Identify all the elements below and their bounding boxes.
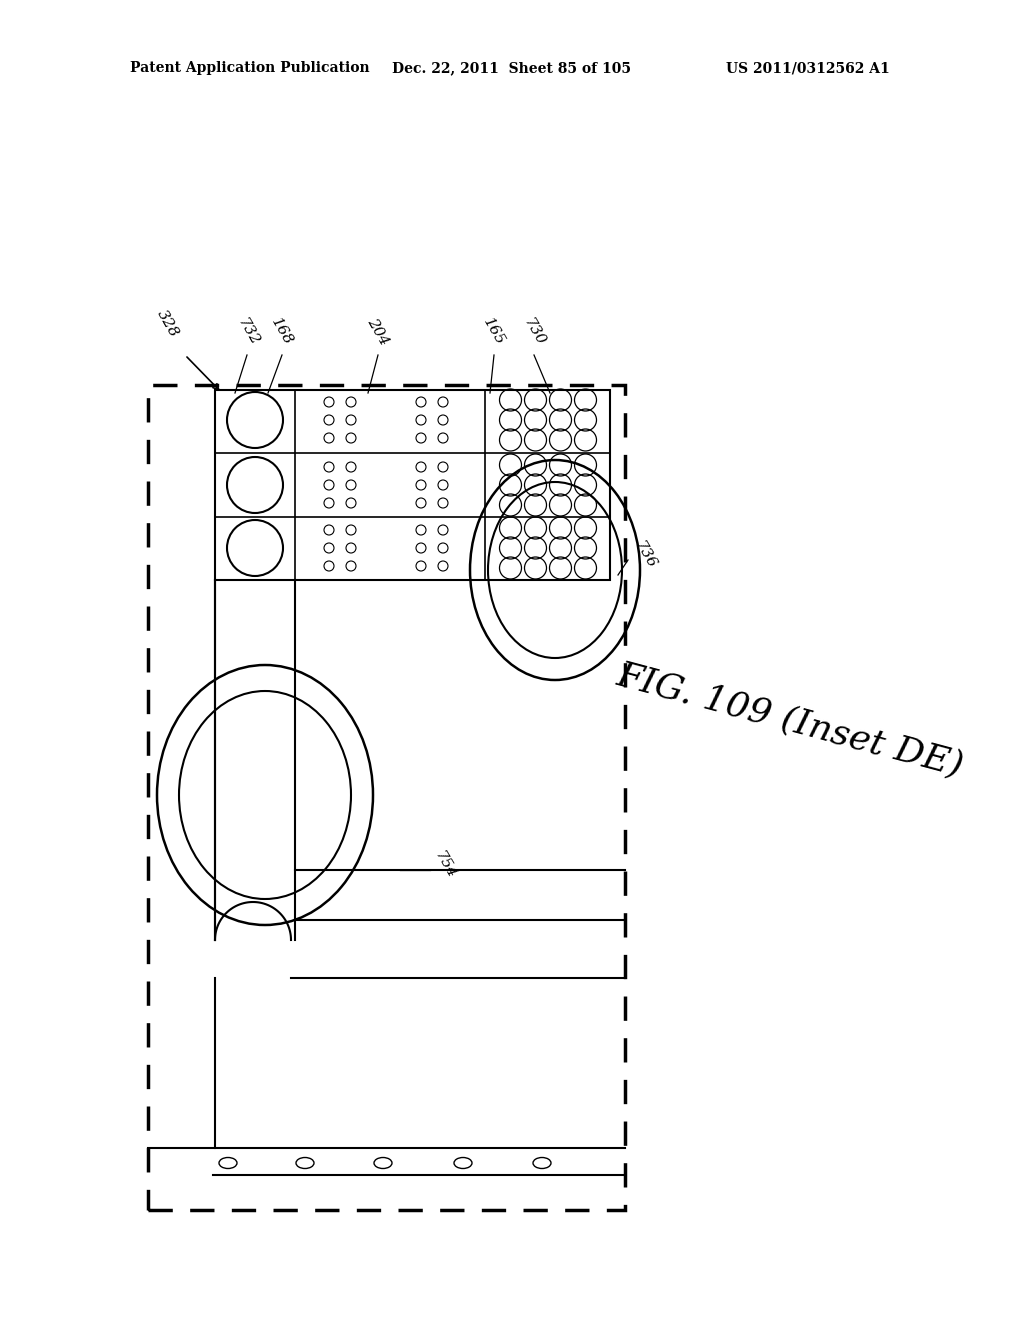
Text: US 2011/0312562 A1: US 2011/0312562 A1 [726,61,890,75]
Text: 168: 168 [268,315,295,348]
Text: 732: 732 [234,315,261,348]
Text: Dec. 22, 2011  Sheet 85 of 105: Dec. 22, 2011 Sheet 85 of 105 [392,61,632,75]
Text: Patent Application Publication: Patent Application Publication [130,61,370,75]
Text: 736: 736 [632,539,658,572]
Text: 754: 754 [432,849,459,882]
Text: FIG. 109 (Inset DE): FIG. 109 (Inset DE) [613,657,967,783]
Bar [215,389,610,579]
Text: 328: 328 [155,308,181,341]
Bar [148,385,625,1210]
Text: 204: 204 [365,315,391,348]
Text: 165: 165 [480,315,507,348]
Text: 730: 730 [520,315,548,348]
